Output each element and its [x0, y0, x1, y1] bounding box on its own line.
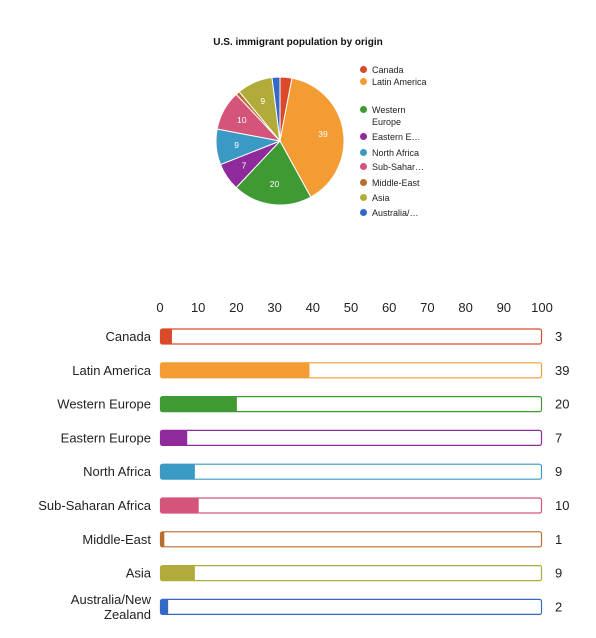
legend-item-north-africa[interactable]: North Africa [360, 147, 432, 159]
pie-slice-label-eastern-europe: 7 [242, 160, 247, 170]
bar-western-europe[interactable] [160, 396, 237, 412]
legend-item-western-europe[interactable]: Western Europe [360, 104, 432, 128]
bar-track-sub-saharan-africa [159, 497, 543, 514]
category-label-australia-new-zealand: Australia/New [71, 592, 152, 607]
bar-track-asia [159, 565, 543, 582]
bar-asia[interactable] [160, 565, 195, 581]
pie-slice-label-latin-america: 39 [318, 129, 328, 139]
category-label-asia: Asia [126, 566, 152, 581]
bar-eastern-europe[interactable] [160, 430, 188, 446]
legend-swatch [360, 78, 367, 85]
legend-label: Australia/… [372, 208, 419, 218]
x-tick-label: 50 [344, 300, 358, 315]
legend-item-australia-new-zealand[interactable]: Australia/… [360, 207, 432, 219]
legend-item-latin-america[interactable]: Latin America [360, 76, 432, 88]
value-label-north-africa: 9 [555, 464, 562, 479]
value-label-asia: 9 [555, 566, 562, 581]
x-tick-label: 70 [420, 300, 434, 315]
bar-track-canada [159, 328, 543, 345]
pie-slice-label-asia: 9 [260, 96, 265, 106]
pie-slice-label-western-europe: 20 [270, 179, 280, 189]
legend-item-sub-saharan-africa[interactable]: Sub-Sahar… [360, 161, 432, 173]
legend-swatch [360, 149, 367, 156]
value-label-middle-east: 1 [555, 532, 562, 547]
legend-item-canada[interactable]: Canada [360, 64, 432, 76]
bar-chart: 0 10 20 30 40 50 60 70 80 90 100 Canada 3 Latin Ameri… [38, 300, 569, 622]
x-tick-label: 100 [531, 300, 553, 315]
x-tick-label: 80 [458, 300, 472, 315]
bar-latin-america[interactable] [160, 362, 310, 378]
bar-track-middle-east [159, 531, 543, 548]
pie-slice-label-north-africa: 9 [234, 140, 239, 150]
x-tick-label: 40 [306, 300, 320, 315]
legend-swatch [360, 194, 367, 201]
pie-slice-label-sub-saharan-africa: 10 [237, 115, 247, 125]
pie-slice-australia-new-zealand[interactable] [271, 76, 281, 142]
pie-slice-western-europe[interactable] [235, 140, 312, 206]
legend-swatch [360, 106, 367, 113]
legend-swatch [360, 179, 367, 186]
bar-north-africa[interactable] [160, 464, 195, 480]
x-tick-label: 90 [497, 300, 511, 315]
value-label-eastern-europe: 7 [555, 430, 562, 445]
x-tick-label: 0 [156, 300, 163, 315]
legend-swatch [360, 133, 367, 140]
category-label-north-africa: North Africa [83, 464, 152, 479]
value-label-latin-america: 39 [555, 363, 569, 378]
category-label-sub-saharan-africa: Sub-Saharan Africa [38, 498, 152, 513]
value-label-sub-saharan-africa: 10 [555, 498, 569, 513]
category-label-western-europe: Western Europe [57, 397, 151, 412]
bar-canada[interactable] [160, 329, 172, 344]
legend-label: Western Europe [372, 105, 406, 127]
bar-track-eastern-europe [159, 429, 543, 446]
legend-label: Eastern E… [372, 132, 421, 142]
legend-label: North Africa [372, 148, 420, 158]
x-tick-label: 20 [229, 300, 243, 315]
pie-slice-latin-america[interactable] [279, 77, 345, 198]
legend-swatch [360, 209, 367, 216]
category-label-australia-new-zealand: Zealand [104, 607, 151, 622]
legend-label: Middle-East [372, 178, 420, 188]
legend-item-asia[interactable]: Asia [360, 192, 432, 204]
value-label-australia-new-zealand: 2 [555, 599, 562, 614]
legend-label: Sub-Sahar… [372, 162, 425, 172]
legend-label: Asia [372, 193, 390, 203]
legend-swatch [360, 66, 367, 73]
legend-label: Canada [372, 65, 404, 75]
category-label-middle-east: Middle-East [82, 532, 151, 547]
value-label-canada: 3 [555, 329, 562, 344]
pie-chart-title: U.S. immigrant population by origin [213, 37, 383, 48]
value-label-western-europe: 20 [555, 397, 569, 412]
bar-sub-saharan-africa[interactable] [160, 498, 199, 513]
category-label-canada: Canada [105, 329, 151, 344]
bar-track-north-africa [159, 463, 543, 480]
legend-label: Latin America [372, 77, 427, 87]
x-tick-label: 60 [382, 300, 396, 315]
x-tick-label: 30 [267, 300, 281, 315]
bar-middle-east[interactable] [160, 531, 165, 547]
x-tick-label: 10 [191, 300, 205, 315]
category-label-latin-america: Latin America [72, 363, 152, 378]
bar-track-australia-new-zealand [159, 598, 543, 615]
legend-item-eastern-europe[interactable]: Eastern E… [360, 131, 432, 143]
category-label-eastern-europe: Eastern Europe [61, 430, 151, 445]
legend-item-middle-east[interactable]: Middle-East [360, 177, 432, 189]
legend-swatch [360, 163, 367, 170]
bar-australia-new-zealand[interactable] [160, 599, 169, 615]
